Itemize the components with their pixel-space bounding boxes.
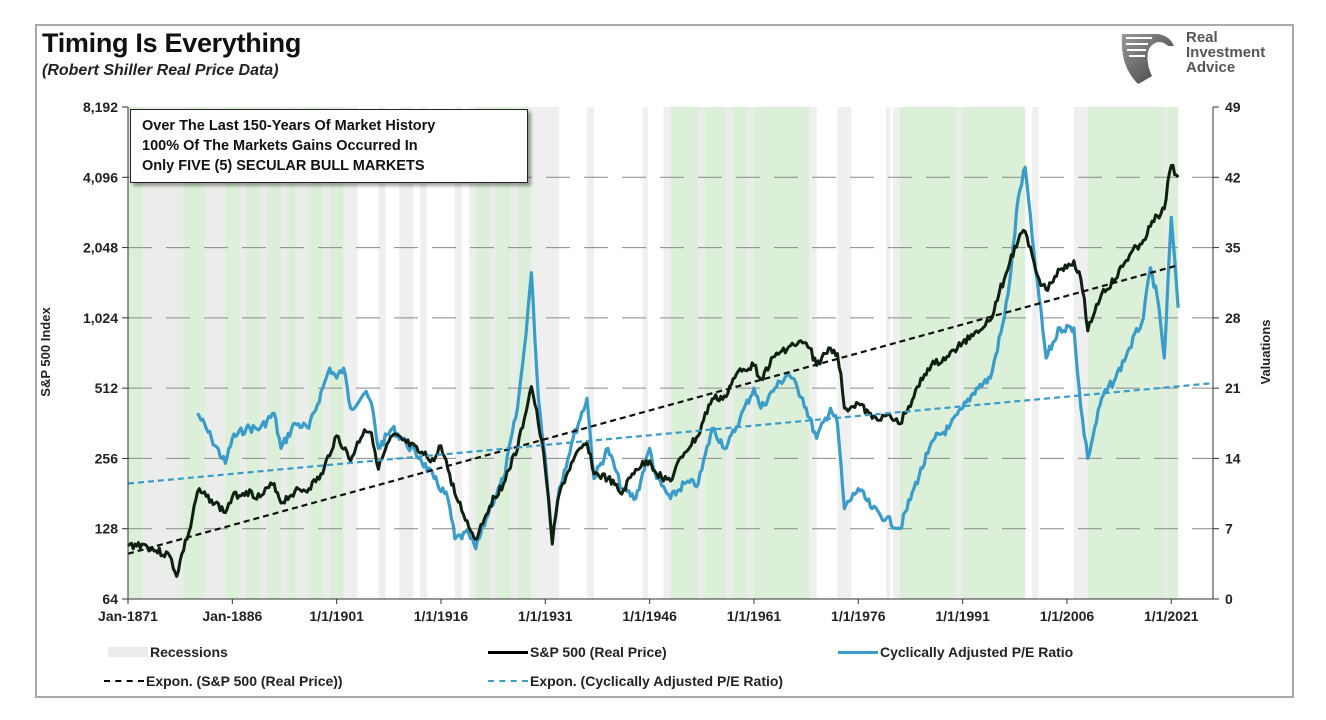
recession-band (260, 107, 268, 599)
recession-band (663, 107, 671, 599)
tick-labels: 64 128 256 512 1,024 2,048 4,096 8,192 0 7 14 21 28 3… (83, 99, 1241, 624)
y-left-tick-label: 512 (95, 380, 119, 396)
real-investment-advice-logo: Real Investment Advice (1118, 30, 1288, 86)
legend-label: S&P 500 (Real Price) (530, 644, 667, 660)
y-left-tick-label: 2,048 (83, 240, 118, 256)
legend-item-sp500: S&P 500 (Real Price) (488, 644, 667, 660)
recession-band (1073, 107, 1088, 599)
recession-band (239, 107, 247, 599)
x-tick-label: 1/1/1901 (309, 608, 364, 624)
eagle-shield-icon (1121, 34, 1174, 84)
x-tick-label: Jan-1886 (202, 608, 262, 624)
x-tick-label: 1/1/2021 (1144, 608, 1199, 624)
cape-line (196, 165, 1180, 551)
recession-band (747, 107, 754, 599)
x-tick-label: 1/1/1976 (831, 608, 886, 624)
axes (122, 106, 1219, 604)
logo-line-1: Real (1186, 29, 1218, 46)
recession-band (587, 107, 594, 599)
logo-line-2: Investment (1186, 44, 1266, 61)
legend-label: Cyclically Adjusted P/E Ratio (880, 644, 1074, 660)
recession-band (343, 107, 358, 599)
y-right-tick-label: 42 (1225, 169, 1241, 185)
legend-item-recessions: Recessions (108, 644, 228, 660)
y-right-tick-label: 49 (1225, 99, 1241, 115)
x-tick-label: 1/1/1946 (622, 608, 677, 624)
x-tick-label: 1/1/1916 (414, 608, 469, 624)
recession-band (698, 107, 706, 599)
recession-band (294, 107, 309, 599)
recession-band (955, 107, 963, 599)
y-left-tick-label: 64 (102, 591, 118, 607)
recession-band (378, 107, 386, 599)
legend-item-sp500-trend: Expon. (S&P 500 (Real Price)) (104, 673, 343, 689)
legend-label: Recessions (150, 644, 228, 660)
recession-swatch (108, 647, 148, 657)
gridlines (128, 176, 1213, 530)
annotation-line-3: Only FIVE (5) SECULAR BULL MARKETS (142, 158, 425, 174)
cape-trend-swatch (488, 680, 528, 682)
y-left-tick-label: 8,192 (83, 99, 118, 115)
y-left-tick-label: 256 (95, 450, 119, 466)
y-left-tick-label: 1,024 (83, 310, 118, 326)
recession-band (642, 107, 649, 599)
legend-label: Expon. (Cyclically Adjusted P/E Ratio) (530, 673, 784, 689)
annotation-line-1: Over The Last 150-Years Of Market Histor… (142, 118, 436, 134)
y-right-tick-label: 0 (1225, 591, 1233, 607)
y-right-axis-title: Valuations (1258, 319, 1273, 384)
recession-band (454, 107, 462, 599)
y-left-axis-title: S&P 500 Index (38, 307, 53, 397)
recession-band (322, 107, 330, 599)
cape-swatch (838, 650, 878, 654)
recession-band (886, 107, 891, 599)
recession-band (420, 107, 428, 599)
sp500-line (127, 163, 1180, 578)
recession-band (893, 107, 901, 599)
recession-band (141, 107, 184, 599)
y-left-tick-label: 4,096 (83, 169, 118, 185)
y-left-tick-label: 128 (95, 521, 119, 537)
sp500-swatch (488, 650, 528, 654)
recession-band (281, 107, 288, 599)
recession-band (468, 107, 476, 599)
bull-market-band (670, 107, 810, 599)
legend-label: Expon. (S&P 500 (Real Price)) (146, 673, 343, 689)
x-tick-label: 1/1/1931 (518, 608, 573, 624)
x-tick-label: 1/1/2006 (1040, 608, 1095, 624)
sp500-trend-line (127, 264, 1179, 555)
y-right-tick-label: 14 (1225, 450, 1241, 466)
x-tick-label: 1/1/1961 (727, 608, 782, 624)
y-right-tick-label: 28 (1225, 310, 1241, 326)
series-lines (127, 163, 1214, 578)
x-tick-label: Jan-1871 (98, 608, 158, 624)
y-right-tick-label: 7 (1225, 521, 1233, 537)
recession-band (1032, 107, 1039, 599)
sp500-trend-swatch (104, 680, 144, 682)
cape-trend-line (127, 382, 1214, 485)
annotation-box: Over The Last 150-Years Of Market Histor… (130, 109, 528, 183)
chart-subtitle: (Robert Shiller Real Price Data) (42, 62, 279, 79)
logo-line-3: Advice (1186, 59, 1236, 76)
recession-band (726, 107, 734, 599)
recession-band (489, 107, 497, 599)
y-right-tick-label: 35 (1225, 240, 1241, 256)
x-tick-label: 1/1/1991 (935, 608, 990, 624)
recession-bands (141, 107, 1168, 599)
annotation-line-2: 100% Of The Markets Gains Occurred In (142, 138, 418, 154)
y-right-tick-label: 21 (1225, 380, 1241, 396)
legend-item-cape-trend: Expon. (Cyclically Adjusted P/E Ratio) (488, 673, 783, 689)
chart-title: Timing Is Everything (42, 28, 302, 58)
recession-band (837, 107, 852, 599)
logo-text: Real Investment Advice (1186, 30, 1265, 75)
legend-item-cape: Cyclically Adjusted P/E Ratio (838, 644, 1073, 660)
recession-band (510, 107, 518, 599)
